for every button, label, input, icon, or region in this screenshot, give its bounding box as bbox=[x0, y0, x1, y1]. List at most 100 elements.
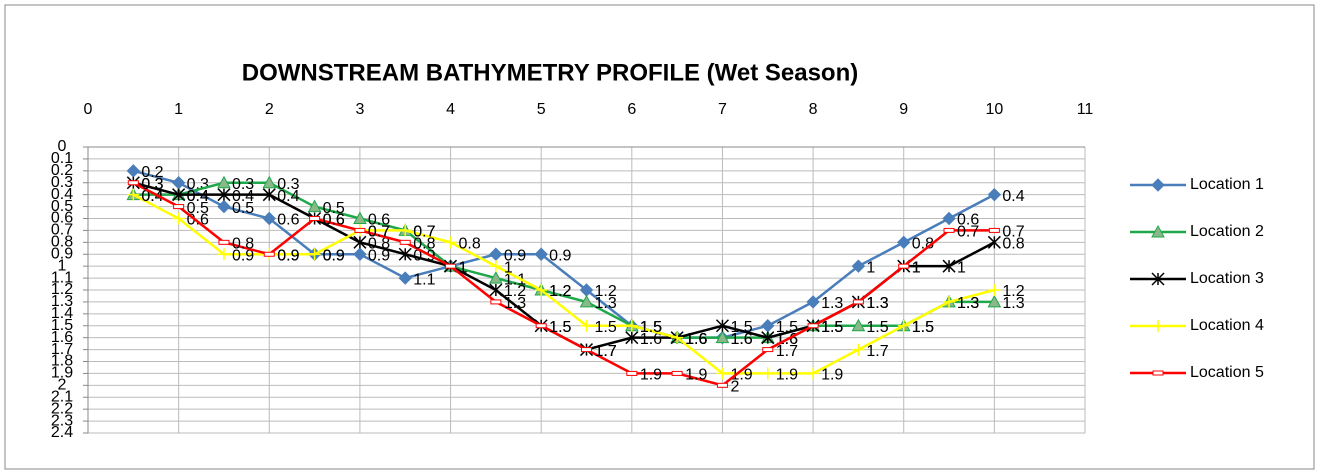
marker bbox=[580, 319, 593, 332]
data-label: 1.2 bbox=[1002, 283, 1024, 300]
marker bbox=[398, 271, 412, 285]
data-label: 1.1 bbox=[413, 271, 435, 288]
marker bbox=[987, 187, 1002, 202]
data-label: 1.9 bbox=[730, 367, 752, 384]
y-tick-label: 0 bbox=[58, 138, 67, 155]
data-label: 0.9 bbox=[232, 247, 254, 264]
data-label: 2 bbox=[730, 379, 739, 396]
data-label: 0.4 bbox=[277, 188, 299, 205]
marker bbox=[262, 175, 277, 189]
data-label: 0.8 bbox=[912, 236, 934, 253]
marker bbox=[1152, 320, 1164, 332]
chart-title: DOWNSTREAM BATHYMETRY PROFILE (Wet Seaso… bbox=[242, 59, 858, 86]
marker bbox=[309, 216, 321, 221]
marker bbox=[353, 247, 367, 261]
marker bbox=[399, 224, 412, 237]
data-label: 1 bbox=[459, 259, 468, 276]
series-line bbox=[132, 181, 995, 387]
marker bbox=[217, 199, 231, 214]
series-line bbox=[132, 193, 995, 375]
data-label: 1.6 bbox=[640, 331, 662, 348]
marker bbox=[851, 259, 866, 273]
data-label: 1.9 bbox=[685, 367, 707, 384]
marker bbox=[490, 299, 502, 305]
marker bbox=[217, 188, 231, 202]
data-label: 1.5 bbox=[866, 319, 888, 336]
data-label: 0.4 bbox=[187, 188, 209, 205]
data-label: 1.3 bbox=[595, 295, 617, 312]
data-label: 1.3 bbox=[866, 295, 888, 312]
marker bbox=[262, 188, 276, 202]
data-label: 0.8 bbox=[413, 236, 435, 253]
marker bbox=[761, 331, 775, 345]
data-label: 0.9 bbox=[368, 247, 390, 264]
y-tick-label: 1.8 bbox=[51, 353, 73, 370]
data-label: 1 bbox=[459, 259, 468, 276]
data-label: 0.4 bbox=[141, 188, 163, 205]
marker bbox=[715, 330, 730, 344]
y-tick-label: 1.2 bbox=[51, 281, 73, 298]
x-tick-label: 8 bbox=[809, 101, 818, 118]
y-tick-label: 1.7 bbox=[51, 341, 73, 358]
data-label: 1.6 bbox=[685, 331, 707, 348]
x-tick-label: 10 bbox=[985, 101, 1003, 118]
data-label: 0.7 bbox=[413, 224, 435, 241]
legend-label: Location 5 bbox=[1190, 364, 1264, 381]
data-label: 0.6 bbox=[957, 212, 979, 229]
data-label: 0.5 bbox=[232, 200, 254, 217]
data-label: 1.6 bbox=[730, 331, 752, 348]
data-label: 0.6 bbox=[368, 212, 390, 229]
data-label: 0.7 bbox=[957, 224, 979, 241]
data-label: 1.2 bbox=[595, 283, 617, 300]
marker bbox=[217, 248, 230, 261]
marker bbox=[308, 248, 321, 261]
data-label: 0.4 bbox=[1002, 188, 1024, 205]
marker bbox=[716, 367, 729, 380]
y-tick-label: 2.1 bbox=[51, 388, 73, 405]
data-label: 0.8 bbox=[232, 236, 254, 253]
marker bbox=[988, 227, 1000, 233]
data-label: 0.7 bbox=[368, 224, 390, 241]
marker bbox=[942, 211, 956, 226]
marker bbox=[852, 343, 865, 356]
data-label: 1.7 bbox=[595, 343, 617, 360]
data-label: 1.5 bbox=[821, 319, 843, 336]
data-label: 1.7 bbox=[866, 343, 888, 360]
data-label: 1.9 bbox=[821, 367, 843, 384]
data-label: 0.9 bbox=[549, 247, 571, 264]
data-label: 0.5 bbox=[187, 200, 209, 217]
y-tick-label: 0.6 bbox=[51, 210, 73, 227]
legend-label: Location 1 bbox=[1190, 176, 1264, 193]
data-label: 1.5 bbox=[821, 319, 843, 336]
data-label: 0.8 bbox=[368, 236, 390, 253]
data-label: 1.6 bbox=[730, 331, 752, 348]
x-tick-label: 0 bbox=[84, 101, 93, 118]
x-tick-label: 4 bbox=[446, 101, 455, 118]
marker bbox=[581, 347, 592, 353]
data-label: 0.3 bbox=[232, 176, 254, 193]
marker bbox=[626, 370, 638, 376]
y-tick-label: 0.8 bbox=[51, 234, 73, 251]
marker bbox=[625, 331, 639, 345]
marker bbox=[671, 331, 684, 344]
y-tick-label: 1.5 bbox=[51, 317, 73, 334]
data-label: 1.3 bbox=[1002, 295, 1024, 312]
marker bbox=[1151, 224, 1165, 238]
marker bbox=[172, 188, 186, 202]
marker bbox=[489, 260, 502, 273]
marker bbox=[625, 319, 638, 332]
marker bbox=[807, 323, 819, 329]
y-tick-label: 2.4 bbox=[51, 424, 73, 441]
marker bbox=[307, 199, 322, 213]
marker bbox=[173, 204, 185, 210]
data-label: 0.3 bbox=[277, 176, 299, 193]
marker bbox=[1151, 272, 1165, 286]
data-label: 1 bbox=[459, 259, 468, 276]
marker bbox=[398, 247, 412, 261]
marker bbox=[761, 367, 774, 380]
marker bbox=[897, 235, 911, 250]
marker bbox=[987, 235, 1001, 249]
marker bbox=[127, 188, 140, 201]
x-tick-label: 5 bbox=[537, 101, 546, 118]
marker bbox=[807, 367, 820, 380]
